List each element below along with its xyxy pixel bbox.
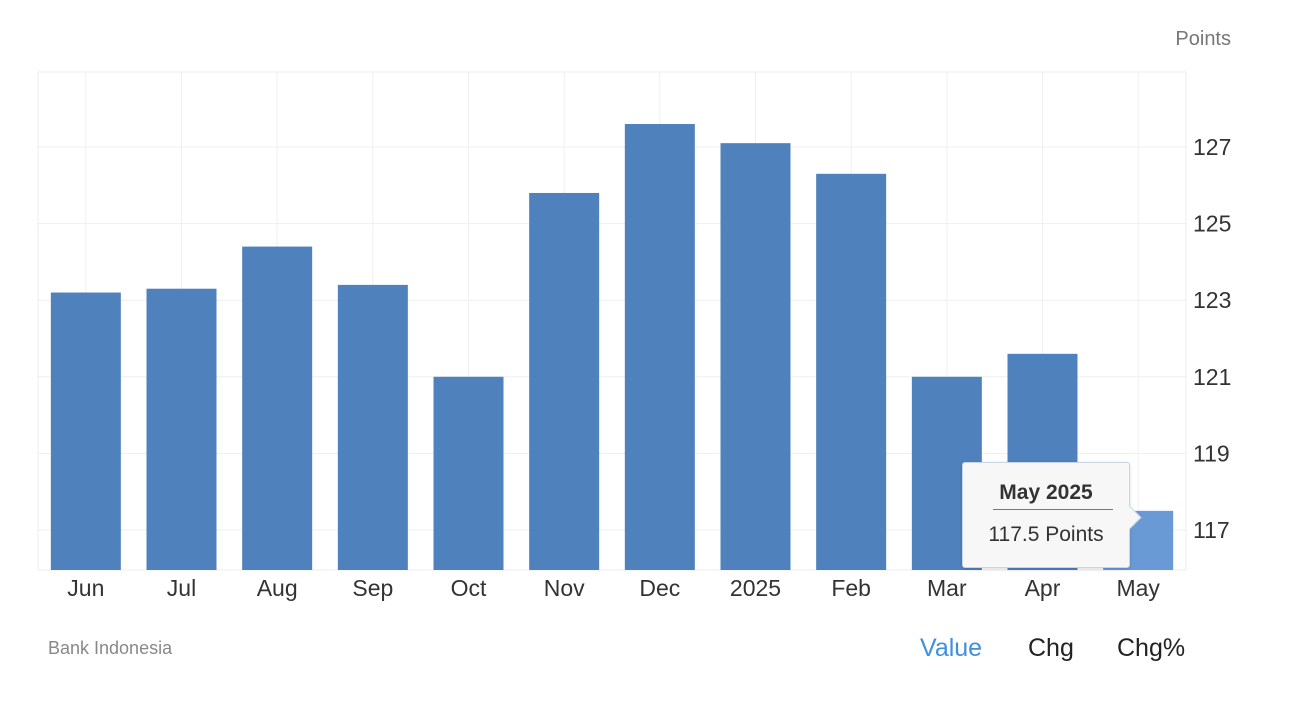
x-tick-label: Apr (1025, 575, 1061, 601)
x-tick-label: Aug (257, 575, 298, 601)
tooltip: May 2025 117.5 Points (962, 462, 1130, 568)
toggle-value[interactable]: Value (920, 634, 983, 662)
bar-dec[interactable] (624, 124, 695, 571)
y-tick-label: 119 (1193, 440, 1230, 466)
tooltip-divider (993, 509, 1113, 510)
unit-label: Points (1175, 28, 1231, 50)
y-tick-label: 125 (1193, 211, 1231, 237)
y-axis-labels: 117 119 121 123 125 127 (1193, 134, 1231, 543)
tooltip-value: 117.5 Points (988, 523, 1104, 546)
view-toggle-group: Value Chg Chg% (0, 634, 1304, 666)
y-tick-label: 123 (1193, 287, 1231, 313)
toggle-chg[interactable]: Chg (1028, 634, 1074, 662)
x-tick-label: Jul (167, 575, 196, 601)
bar-feb[interactable] (816, 173, 887, 570)
bars-group (50, 124, 1174, 571)
bar-oct[interactable] (433, 376, 504, 570)
source-label: Bank Indonesia (48, 638, 173, 658)
x-tick-label: Sep (352, 575, 393, 601)
x-axis-labels: Jun Jul Aug Sep Oct Nov Dec 2025 Feb Mar Apr May (67, 575, 1160, 601)
x-tick-label: Jun (67, 575, 104, 601)
x-tick-label: Feb (831, 575, 871, 601)
x-tick-label: 2025 (730, 575, 781, 601)
tooltip-title: May 2025 (999, 481, 1093, 504)
bar-2025[interactable] (720, 143, 791, 571)
x-tick-label: Nov (544, 575, 585, 601)
x-tick-label: May (1116, 575, 1160, 601)
toggle-chg-percent[interactable]: Chg% (1117, 634, 1186, 662)
y-tick-label: 117 (1193, 517, 1230, 543)
bar-jun[interactable] (50, 292, 121, 570)
bar-nov[interactable] (529, 192, 600, 570)
bar-sep[interactable] (337, 284, 408, 570)
plot-frame (37, 71, 1187, 571)
bar-aug[interactable] (242, 246, 313, 570)
bar-jul[interactable] (146, 288, 217, 570)
x-tick-label: Oct (451, 575, 487, 601)
x-tick-label: Dec (639, 575, 680, 601)
y-tick-label: 127 (1193, 134, 1231, 160)
y-tick-label: 121 (1193, 364, 1231, 390)
x-tick-label: Mar (927, 575, 967, 601)
